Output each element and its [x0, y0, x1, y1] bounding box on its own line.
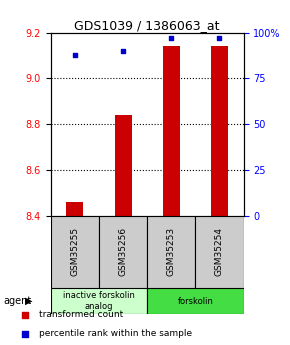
Point: [121, 48, 125, 54]
Title: GDS1039 / 1386063_at: GDS1039 / 1386063_at: [75, 19, 220, 32]
Text: transformed count: transformed count: [39, 310, 123, 319]
Bar: [147, 216, 195, 288]
Text: inactive forskolin
analog: inactive forskolin analog: [63, 291, 135, 311]
Text: GSM35256: GSM35256: [119, 227, 128, 276]
Bar: [66, 202, 83, 216]
Point: [23, 331, 28, 337]
Text: GSM35255: GSM35255: [70, 227, 79, 276]
Bar: [99, 216, 147, 288]
Bar: [51, 216, 99, 288]
Text: forskolin: forskolin: [177, 296, 213, 306]
Point: [72, 52, 77, 58]
Point: [217, 36, 222, 41]
Bar: [211, 47, 228, 216]
Text: agent: agent: [3, 296, 31, 306]
Bar: [147, 288, 244, 314]
Text: ▶: ▶: [25, 296, 32, 306]
Text: percentile rank within the sample: percentile rank within the sample: [39, 329, 192, 338]
Bar: [51, 288, 147, 314]
Text: GSM35254: GSM35254: [215, 227, 224, 276]
Bar: [195, 216, 244, 288]
Bar: [163, 47, 180, 216]
Point: [169, 36, 174, 41]
Point: [23, 312, 28, 317]
Text: GSM35253: GSM35253: [167, 227, 176, 276]
Bar: [115, 115, 131, 216]
